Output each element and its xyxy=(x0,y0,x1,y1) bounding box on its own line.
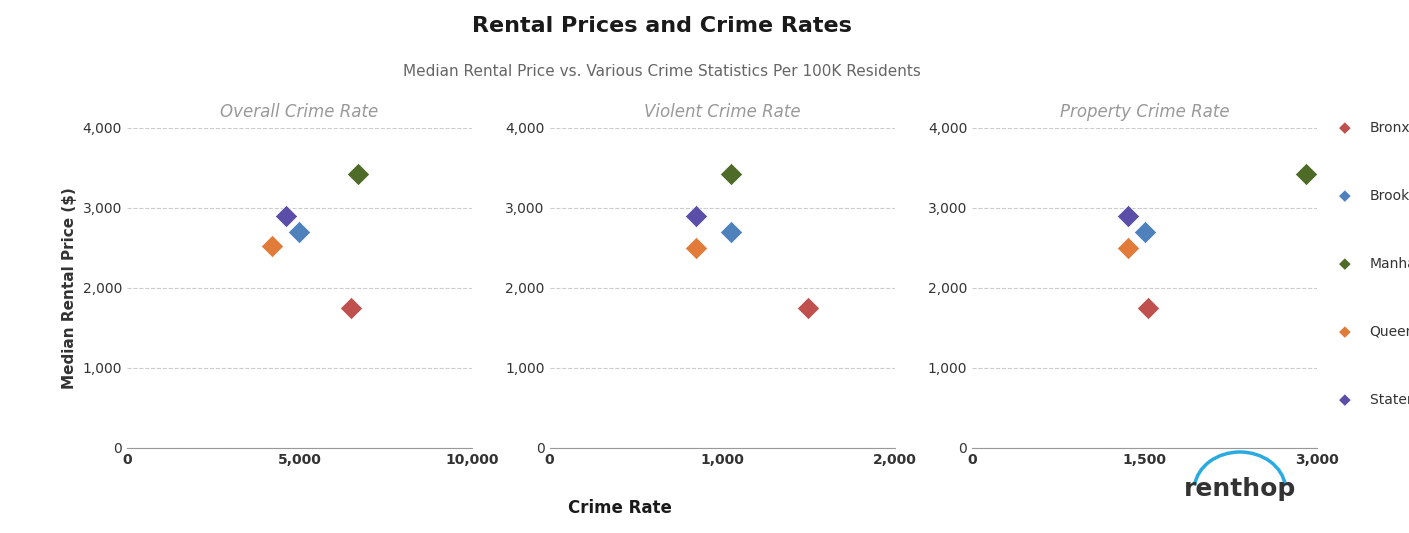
Point xyxy=(1116,244,1138,252)
Point xyxy=(1137,304,1160,312)
Point xyxy=(685,212,707,220)
Point xyxy=(275,212,297,220)
Point xyxy=(685,244,707,252)
Point xyxy=(289,228,311,236)
Point xyxy=(797,304,820,312)
Text: renthop: renthop xyxy=(1184,477,1296,501)
Title: Property Crime Rate: Property Crime Rate xyxy=(1060,103,1230,121)
Text: Median Rental Price vs. Various Crime Statistics Per 100K Residents: Median Rental Price vs. Various Crime St… xyxy=(403,64,921,79)
Point xyxy=(340,304,362,312)
Point xyxy=(347,170,369,179)
Point xyxy=(261,242,283,251)
Point xyxy=(1116,212,1138,220)
Text: Manhattan: Manhattan xyxy=(1370,257,1409,271)
Point xyxy=(720,170,743,179)
Point xyxy=(1133,228,1155,236)
Text: ◆: ◆ xyxy=(1339,324,1350,340)
Point xyxy=(1295,170,1317,179)
Text: ◆: ◆ xyxy=(1339,188,1350,204)
Text: Crime Rate: Crime Rate xyxy=(568,499,672,517)
Text: Rental Prices and Crime Rates: Rental Prices and Crime Rates xyxy=(472,16,852,36)
Text: ◆: ◆ xyxy=(1339,120,1350,135)
Text: Staten Island: Staten Island xyxy=(1370,393,1409,407)
Title: Violent Crime Rate: Violent Crime Rate xyxy=(644,103,800,121)
Text: ◆: ◆ xyxy=(1339,256,1350,271)
Point xyxy=(720,228,743,236)
Text: Queens: Queens xyxy=(1370,325,1409,339)
Title: Overall Crime Rate: Overall Crime Rate xyxy=(220,103,379,121)
Text: Brooklyn: Brooklyn xyxy=(1370,189,1409,203)
Text: Bronx: Bronx xyxy=(1370,121,1409,135)
Text: ◆: ◆ xyxy=(1339,392,1350,407)
Y-axis label: Median Rental Price ($): Median Rental Price ($) xyxy=(62,187,77,389)
